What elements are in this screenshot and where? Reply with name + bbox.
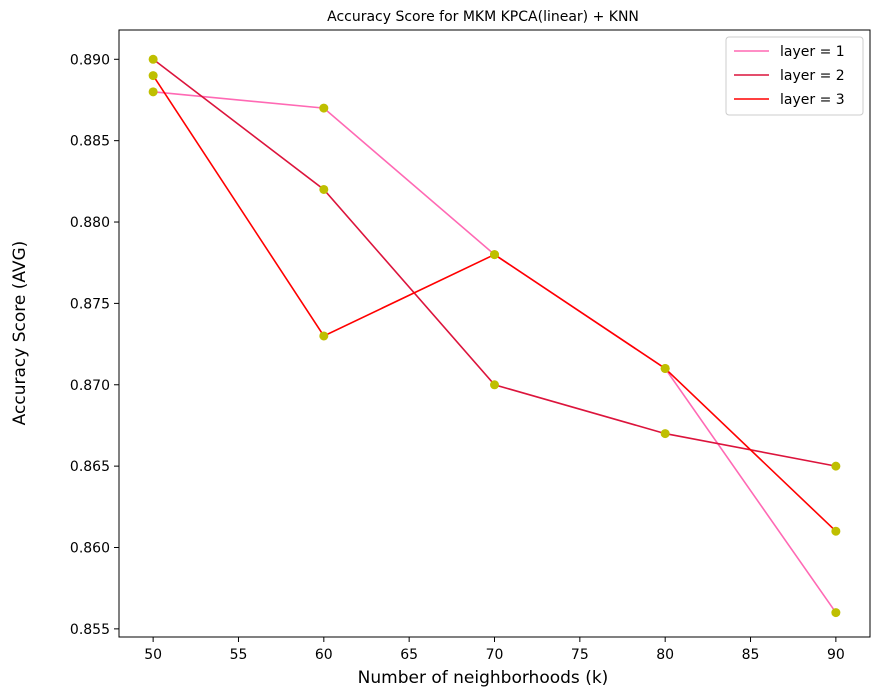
y-tick-label: 0.880 [70, 215, 110, 231]
data-point-layer-3 [319, 331, 329, 341]
series-markers [148, 54, 841, 618]
data-point-layer-2 [148, 54, 158, 64]
y-tick-label: 0.865 [70, 459, 110, 475]
data-point-layer-1 [831, 608, 841, 618]
x-axis-label: Number of neighborhoods (k) [358, 668, 609, 688]
legend-label-layer-3: layer = 3 [780, 92, 845, 108]
chart-title: Accuracy Score for MKM KPCA(linear) + KN… [327, 9, 639, 25]
y-axis: 0.855 0.860 0.865 0.870 0.875 0.880 0.885 0.890 [70, 52, 119, 638]
data-point-layer-2 [490, 380, 499, 390]
data-point-layer-3 [490, 250, 499, 260]
legend-box [725, 36, 864, 116]
legend-label-layer-2: layer = 2 [780, 68, 845, 84]
x-tick-label: 85 [742, 647, 760, 663]
y-axis-label: Accuracy Score (AVG) [10, 241, 30, 426]
y-tick-label: 0.890 [70, 52, 110, 68]
data-point-layer-2 [660, 429, 670, 439]
y-tick-label: 0.870 [70, 378, 110, 394]
x-tick-label: 50 [144, 647, 162, 663]
data-point-layer-3 [831, 526, 841, 536]
y-tick-label: 0.875 [70, 296, 110, 312]
data-point-layer-3 [148, 71, 158, 81]
y-tick-label: 0.885 [70, 134, 110, 150]
y-tick-label: 0.860 [70, 540, 110, 556]
y-tick-label: 0.855 [70, 622, 110, 638]
x-tick-label: 90 [827, 647, 845, 663]
data-point-layer-2 [831, 461, 841, 471]
x-tick-label: 60 [315, 647, 333, 663]
x-tick-label: 70 [486, 647, 504, 663]
x-axis: 50 55 60 65 70 75 80 85 90 [144, 637, 845, 663]
data-point-layer-1 [148, 87, 158, 97]
x-tick-label: 55 [230, 647, 248, 663]
data-point-layer-2 [319, 184, 329, 194]
data-point-layer-1 [319, 103, 329, 113]
legend-label-layer-1: layer = 1 [780, 44, 845, 60]
x-tick-label: 80 [656, 647, 674, 663]
legend: layer = 1 layer = 2 layer = 3 [725, 36, 864, 116]
x-tick-label: 65 [400, 647, 418, 663]
plot-area [118, 29, 871, 638]
data-point-layer-3 [660, 363, 670, 373]
x-tick-label: 75 [571, 647, 589, 663]
